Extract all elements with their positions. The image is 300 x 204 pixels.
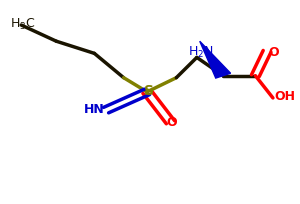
Text: O: O	[167, 116, 177, 129]
Text: $\mathsf{H_2N}$: $\mathsf{H_2N}$	[188, 45, 214, 60]
Text: OH: OH	[274, 90, 296, 103]
Text: $\mathsf{H_3C}$: $\mathsf{H_3C}$	[10, 17, 35, 32]
Text: S: S	[143, 84, 154, 98]
Text: HN: HN	[84, 103, 105, 116]
Polygon shape	[200, 41, 231, 78]
Text: O: O	[268, 46, 279, 59]
